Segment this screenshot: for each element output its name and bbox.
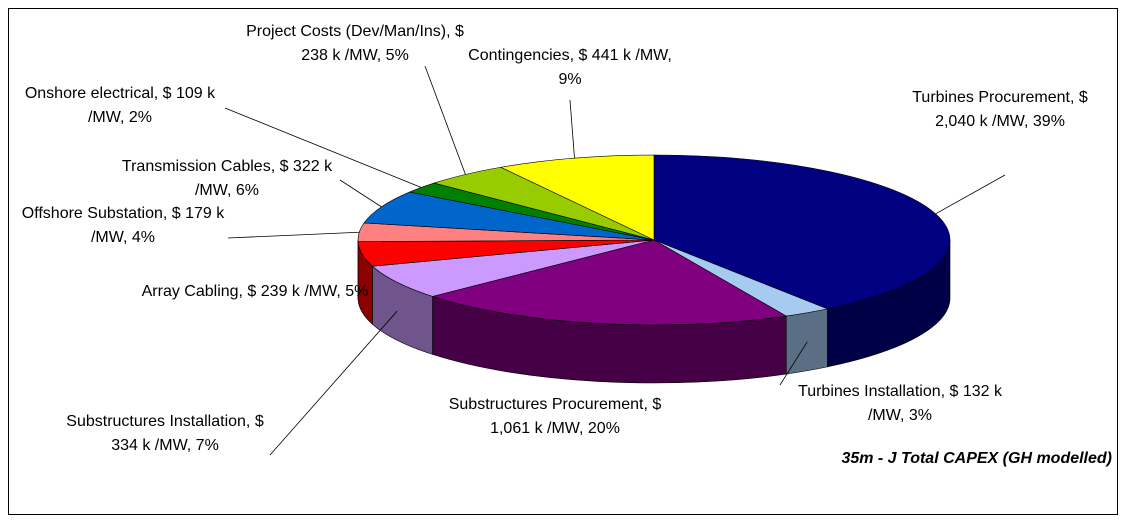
leader-line — [224, 107, 422, 188]
slice-side — [785, 308, 828, 375]
leader-line — [779, 341, 808, 386]
leader-line — [269, 310, 398, 456]
chart-title: 35m - J Total CAPEX (GH modelled) — [841, 450, 1112, 467]
slice-label: Turbines Procurement, $ 2,040 k /MW, 39% — [912, 89, 1088, 130]
leader-line — [935, 174, 1006, 215]
slice — [431, 239, 788, 326]
slice-label: Turbines Installation, $ 132 k /MW, 3% — [798, 383, 1002, 424]
slice-label: Project Costs (Dev/Man/Ins), $ 238 k /MW… — [246, 23, 464, 64]
leader-line — [569, 99, 575, 159]
leader-line — [227, 231, 360, 239]
slice-label: Onshore electrical, $ 109 k /MW, 2% — [24, 85, 216, 126]
leader-line — [424, 65, 466, 175]
slice — [653, 154, 951, 310]
slice-label: Transmission Cables, $ 322 k /MW, 6% — [121, 158, 333, 199]
leader-line — [339, 179, 382, 208]
slice-label: Substructures Installation, $ 334 k /MW,… — [66, 413, 264, 454]
slice-label: Contingencies, $ 441 k /MW, 9% — [468, 47, 672, 88]
slice — [363, 191, 655, 241]
slice-label: Array Cabling, $ 239 k /MW, 5% — [141, 283, 369, 300]
slice — [371, 239, 655, 297]
slice-label: Substructures Procurement, $ 1,061 k /MW… — [448, 396, 662, 437]
slice-label: Offshore Substation, $ 179 k /MW, 4% — [21, 205, 225, 246]
